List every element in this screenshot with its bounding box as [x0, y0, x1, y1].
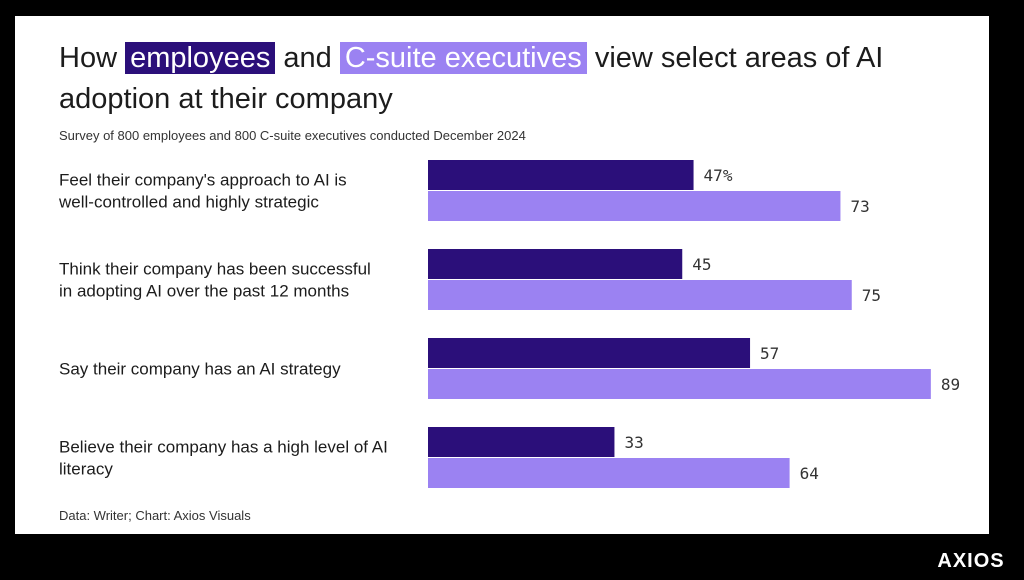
category-label-line: Say their company has an AI strategy [59, 360, 341, 379]
bar-executives [428, 458, 790, 488]
category-label: Feel their company's approach to AI is we… [58, 171, 347, 212]
value-label: 75 [862, 286, 881, 305]
category-label-line: literacy [59, 460, 113, 479]
bar-executives [428, 280, 852, 310]
value-label: 45 [692, 255, 711, 274]
chart-title: How employees and C-suite executives vie… [59, 38, 959, 120]
category-label-line: Feel their company's approach to AI is [59, 171, 347, 190]
value-label: 33 [624, 433, 643, 452]
title-text: view select areas of AI adoption at thei… [59, 42, 884, 115]
category-label: Believe their company has a high level o… [59, 438, 388, 479]
value-label: 64 [800, 464, 819, 483]
bar-chart: Feel their company's approach to AI is we… [58, 160, 960, 488]
value-label: 47% [704, 166, 733, 185]
bar-executives [428, 191, 841, 221]
category-label: Think their company has been successful i… [59, 260, 371, 301]
bar-employees [428, 160, 694, 190]
category-label-line: Believe their company has a high level o… [59, 438, 388, 457]
bar-employees [428, 249, 683, 279]
category-label-line: in adopting AI over the past 12 months [59, 282, 349, 301]
source-note: Data: Writer; Chart: Axios Visuals [59, 508, 251, 523]
value-label: 57 [760, 344, 779, 363]
value-label: 73 [850, 197, 869, 216]
axios-logo: AXIOS [937, 550, 1004, 572]
bar-executives [428, 369, 931, 399]
legend-employees: employees [125, 42, 276, 74]
category-label-line: well-controlled and highly strategic [58, 193, 319, 212]
bar-employees [428, 338, 751, 368]
title-text: and [275, 42, 340, 74]
bar-employees [428, 427, 615, 457]
title-text: How [59, 42, 126, 74]
category-label: Say their company has an AI strategy [59, 360, 341, 379]
chart-subtitle: Survey of 800 employees and 800 C-suite … [59, 128, 526, 143]
category-label-line: Think their company has been successful [59, 260, 371, 279]
value-label: 89 [941, 375, 960, 394]
chart-card: How employees and C-suite executives vie… [15, 16, 989, 534]
legend-executives: C-suite executives [339, 42, 587, 74]
logo-text: AXIOS [937, 550, 1004, 572]
